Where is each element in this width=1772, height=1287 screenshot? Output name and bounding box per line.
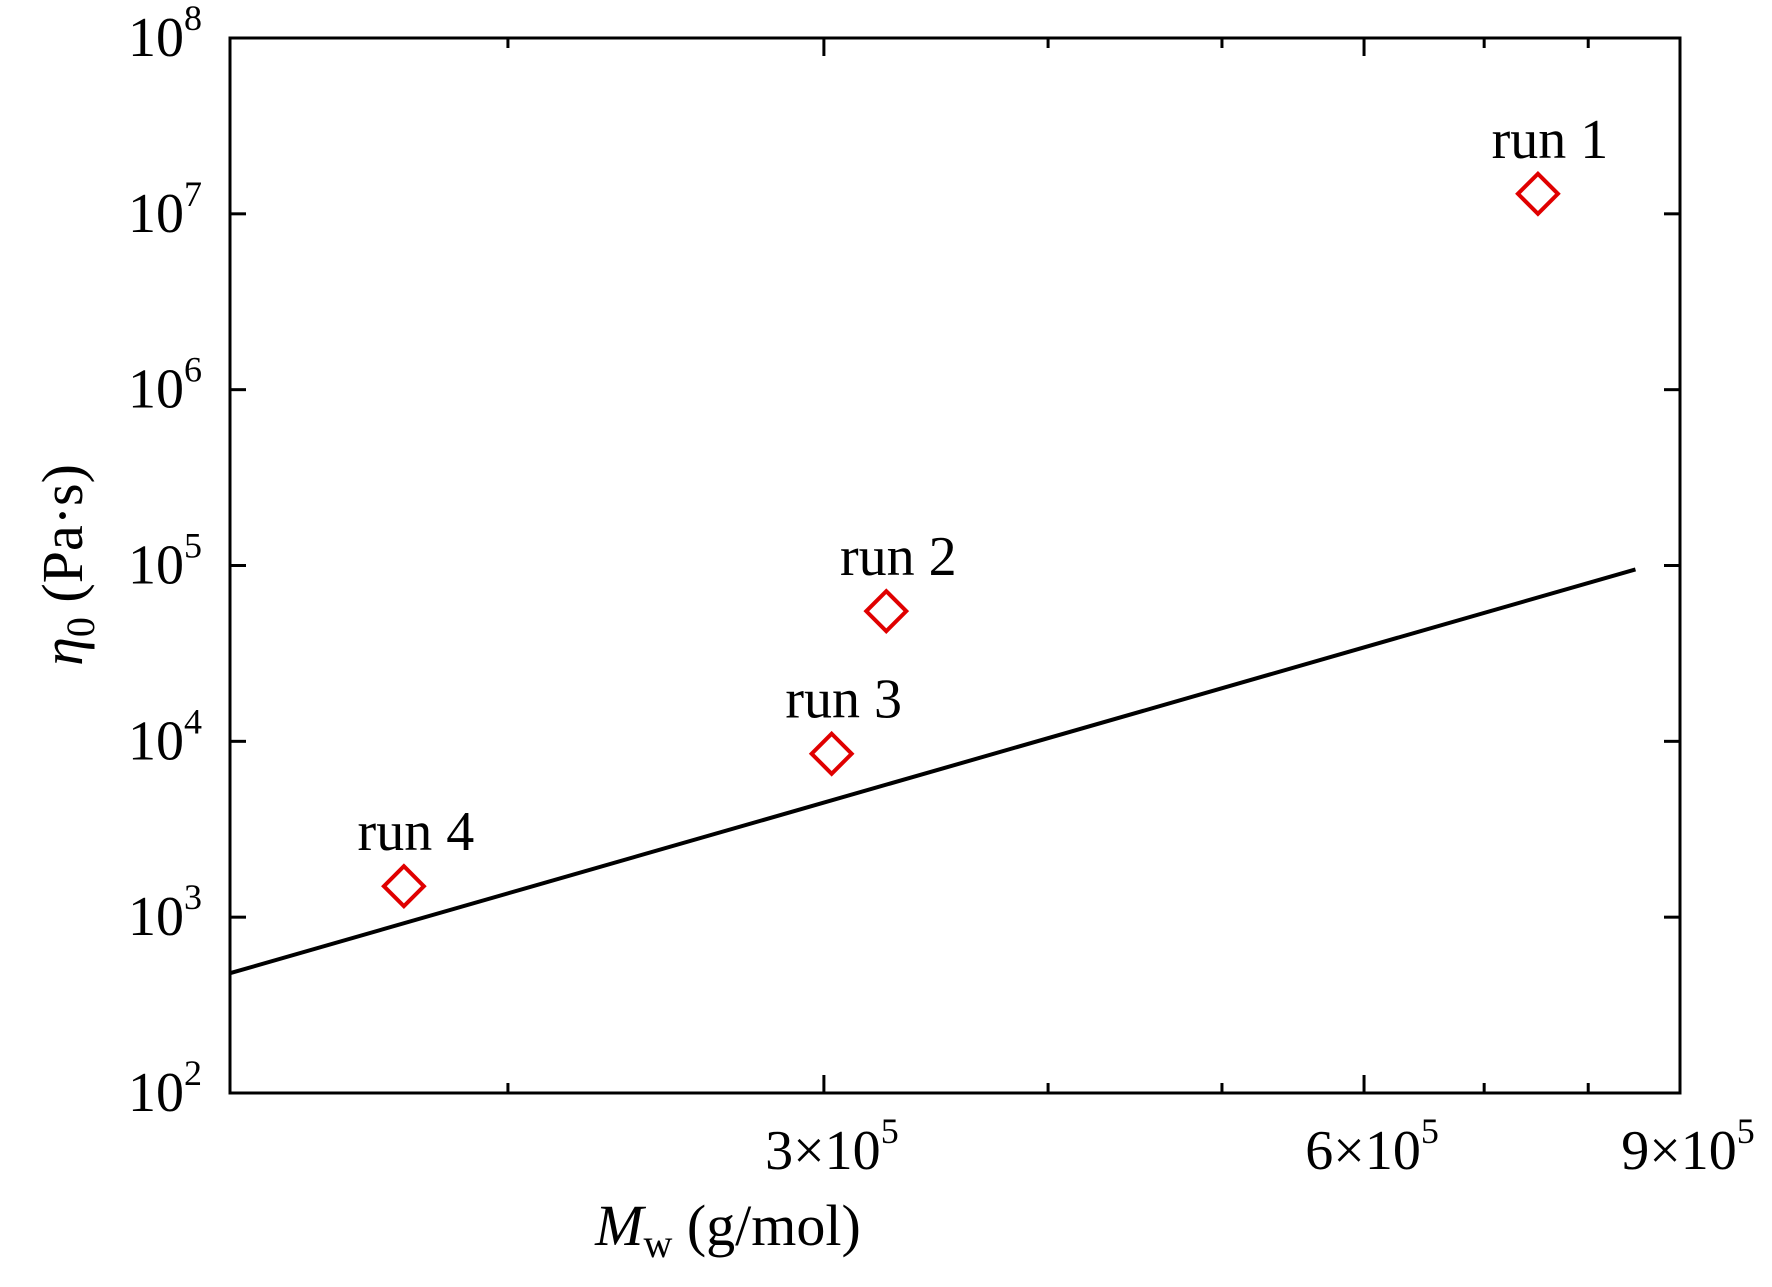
y-tick-label: 105: [128, 526, 202, 597]
y-axis-title: η0 (Pa·s): [30, 464, 103, 666]
x-axis-subscript: w: [643, 1221, 672, 1266]
series-layer: run 1 run 2 run 3 run 4: [229, 109, 1637, 976]
y-tick-label: 102: [128, 1053, 202, 1124]
y-axis-symbol: η: [30, 637, 95, 666]
point-label: run 3: [785, 669, 902, 731]
x-tick-label: 6×105: [1305, 1111, 1439, 1182]
y-axis-subscript: 0: [58, 617, 103, 637]
x-tick-label: 9×105: [1621, 1111, 1755, 1182]
x-axis-unit: (g/mol): [672, 1193, 860, 1258]
data-point-diamond: [863, 588, 910, 634]
y-axis-unit: (Pa·s): [30, 464, 95, 617]
y-tick-label: 103: [128, 877, 202, 948]
y-tick-label: 106: [128, 350, 202, 421]
x-axis-title: Mw (g/mol): [594, 1193, 861, 1266]
x-axis: 3×105 6×105 9×105: [506, 38, 1755, 1182]
trend-line: [229, 567, 1637, 976]
x-axis-symbol: M: [594, 1193, 646, 1258]
point-label: run 1: [1492, 109, 1609, 171]
data-point-diamond: [1515, 170, 1561, 217]
y-tick-label: 107: [128, 174, 202, 245]
point-label: run 2: [840, 526, 957, 588]
y-tick-label: 108: [128, 0, 202, 69]
y-tick-label: 104: [128, 701, 202, 772]
data-point-diamond: [381, 863, 427, 910]
y-axis: 102 103 104 105 106 107 108: [128, 0, 1680, 1124]
x-tick-label: 3×105: [765, 1111, 899, 1182]
data-point-diamond: [808, 730, 855, 777]
point-label: run 4: [358, 801, 475, 863]
